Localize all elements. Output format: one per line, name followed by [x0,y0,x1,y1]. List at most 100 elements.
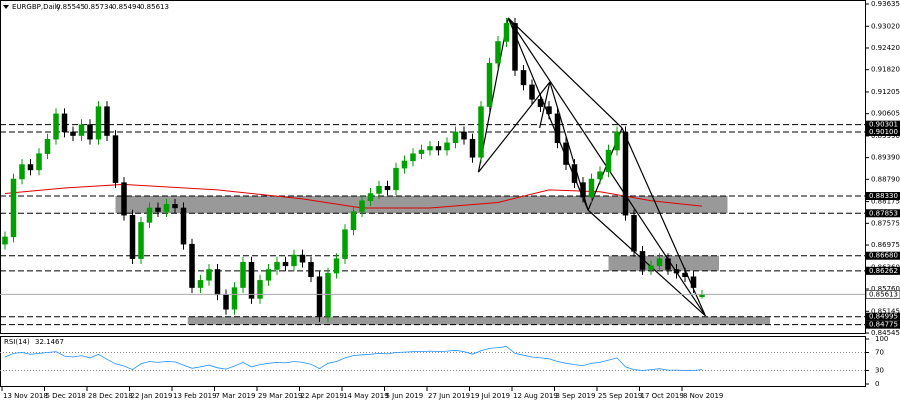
level-tag [866,209,900,218]
candle-body [495,41,501,64]
rsi-line [4,346,703,371]
candle-body [410,153,416,162]
candle-body [61,113,68,133]
header-close: 0.85613 [140,3,169,11]
y-tick-label: 0.90605 [871,110,900,118]
level-tag [866,312,900,321]
candle-body [129,214,136,259]
candle-body [172,204,178,209]
candle-body [435,146,442,151]
candle-body [19,164,25,180]
candle-body [512,23,518,71]
candle-body [2,236,8,245]
x-tick-label: 14 May 2019 [343,392,389,400]
candle-body [333,258,340,274]
candle-body [197,280,204,288]
candle-body [95,106,102,140]
level-tag [866,251,900,260]
candle-body [53,113,59,140]
level-label: 0.88330 [869,192,898,200]
candle-body [452,131,459,144]
candle-body [189,243,195,288]
candle-body [163,204,170,212]
y-tick-label: 0.91205 [871,88,900,96]
candle-body [316,276,323,317]
zone [115,196,728,214]
trend-line [477,81,551,173]
candle-body [469,138,476,158]
candle-body [10,178,17,238]
rsi-tick-label: 70 [875,349,884,357]
rsi-label: RSI(14) [4,338,30,346]
x-tick-label: 19 Jul 2019 [471,392,511,400]
candle-body [682,272,688,277]
x-tick-label: 25 Sep 2019 [598,392,642,400]
x-tick-label: 22 Jan 2019 [131,392,173,400]
level-tag [866,266,900,275]
zone [608,255,719,271]
candle-body [588,178,595,198]
menu-arrow [3,5,9,9]
x-tick-label: 5 Jun 2019 [386,392,424,400]
candle-body [342,229,348,259]
candle-body [554,113,561,144]
candle-body [427,146,433,151]
candle-body [673,269,680,274]
header-open: 0.85545 [56,3,85,11]
candle-body [282,261,289,267]
candle-body [112,135,119,183]
y-tick-label: 0.93020 [871,22,900,30]
symbol: EURGBP,Daily [12,3,61,11]
rsi-tick-label: 0 [875,380,879,388]
y-tick-label: 0.91820 [871,66,900,74]
level-label: 0.90301 [869,121,898,129]
candle-body [206,269,212,281]
y-tick-label: 0.85760 [871,285,900,293]
candle-body [104,106,110,136]
rsi-tick-label: 100 [875,335,888,343]
header-low: 0.85494 [112,3,141,11]
x-tick-label: 27 Jun 2019 [428,392,470,400]
candle-body [138,222,144,259]
candle-body [146,207,153,223]
x-tick-label: 13 Nov 2018 [3,392,48,400]
level-label: 0.87853 [869,209,898,217]
rsi-tick-label: 30 [875,367,884,375]
y-tick-label: 0.89390 [871,154,900,162]
candle-body [231,287,238,310]
y-tick-label: 0.84545 [871,329,900,337]
candle-body [418,149,425,154]
x-tick-label: 22 Apr 2019 [301,392,344,400]
candle-body [631,214,637,252]
x-tick-label: 8 Nov 2019 [683,392,723,400]
candle-body [393,167,399,191]
y-tick-label: 0.88175 [871,198,900,206]
y-tick-label: 0.92420 [871,44,900,52]
candle-body [44,138,51,154]
current-price-tag [865,290,900,299]
candle-body [639,251,646,270]
candle-body [648,265,654,270]
candle-body [248,261,255,299]
candle-body [580,182,586,198]
level-label: 0.86680 [869,252,898,260]
candle-body [359,200,365,212]
candle-body [299,254,306,263]
candle-body [308,261,314,277]
candle-body [350,211,357,230]
candle-body [240,261,246,288]
x-tick-label: 12 Aug 2019 [513,392,558,400]
trend-line [587,209,706,317]
candle-body [367,193,374,201]
candle-body [180,207,187,245]
candle-body [597,171,603,180]
candle-body [274,261,280,270]
level-tag [866,320,900,329]
candle-body [27,164,34,171]
main-panel [0,0,866,334]
level-tag [866,127,900,136]
candle-body [214,269,221,296]
candle-body [376,185,382,194]
y-tick-label: 0.93635 [871,0,900,8]
